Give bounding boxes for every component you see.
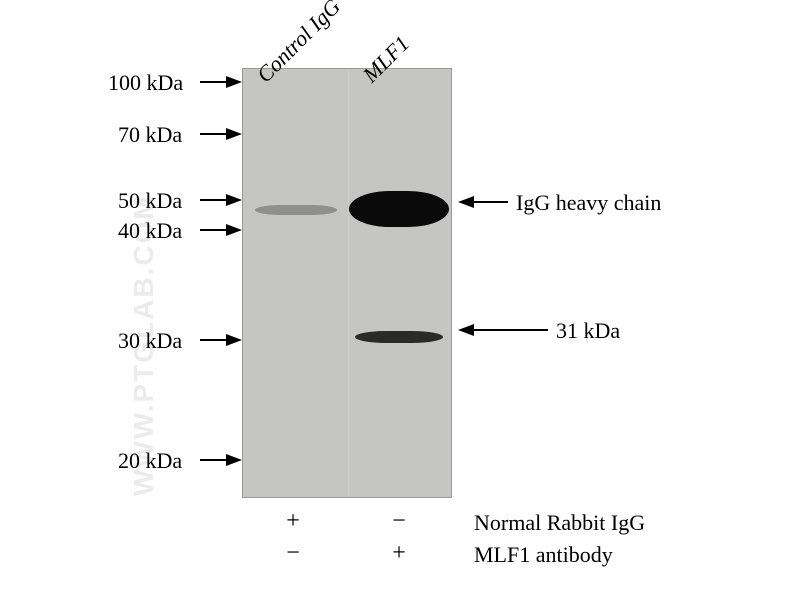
mw-label-30: 30 kDa xyxy=(118,328,182,354)
mw-arrow-line-100 xyxy=(200,81,228,83)
lane-divider xyxy=(348,69,349,497)
band-igg-heavy-ctrl xyxy=(255,205,337,215)
figure-container: WWW.PTGLAB.COM Control IgG MLF1 100 kDa … xyxy=(0,0,800,600)
band-mlf1-31kda xyxy=(355,331,443,343)
mw-arrow-100 xyxy=(226,76,242,88)
anno-arrow-igg xyxy=(458,196,474,208)
cond-r1-label: Normal Rabbit IgG xyxy=(474,510,645,536)
mw-label-40: 40 kDa xyxy=(118,218,182,244)
anno-label-igg: IgG heavy chain xyxy=(516,190,661,216)
mw-arrow-20 xyxy=(226,454,242,466)
mw-arrow-30 xyxy=(226,334,242,346)
mw-arrow-line-70 xyxy=(200,133,228,135)
anno-arrow-line-31kda xyxy=(474,329,548,331)
anno-arrow-31kda xyxy=(458,324,474,336)
band-igg-heavy-mlf1 xyxy=(349,191,449,227)
mw-arrow-40 xyxy=(226,224,242,236)
cond-r2-lane1: − xyxy=(278,540,308,567)
anno-label-31kda: 31 kDa xyxy=(556,318,620,344)
cond-r1-lane1: + xyxy=(278,508,308,535)
cond-r2-lane2: + xyxy=(384,540,414,567)
mw-arrow-line-30 xyxy=(200,339,228,341)
mw-label-50: 50 kDa xyxy=(118,188,182,214)
mw-arrow-50 xyxy=(226,194,242,206)
mw-arrow-70 xyxy=(226,128,242,140)
mw-label-100: 100 kDa xyxy=(108,70,183,96)
cond-r2-label: MLF1 antibody xyxy=(474,542,613,568)
blot-membrane xyxy=(242,68,452,498)
mw-label-70: 70 kDa xyxy=(118,122,182,148)
anno-arrow-line-igg xyxy=(474,201,508,203)
mw-arrow-line-50 xyxy=(200,199,228,201)
mw-arrow-line-20 xyxy=(200,459,228,461)
cond-r1-lane2: − xyxy=(384,508,414,535)
mw-label-20: 20 kDa xyxy=(118,448,182,474)
mw-arrow-line-40 xyxy=(200,229,228,231)
